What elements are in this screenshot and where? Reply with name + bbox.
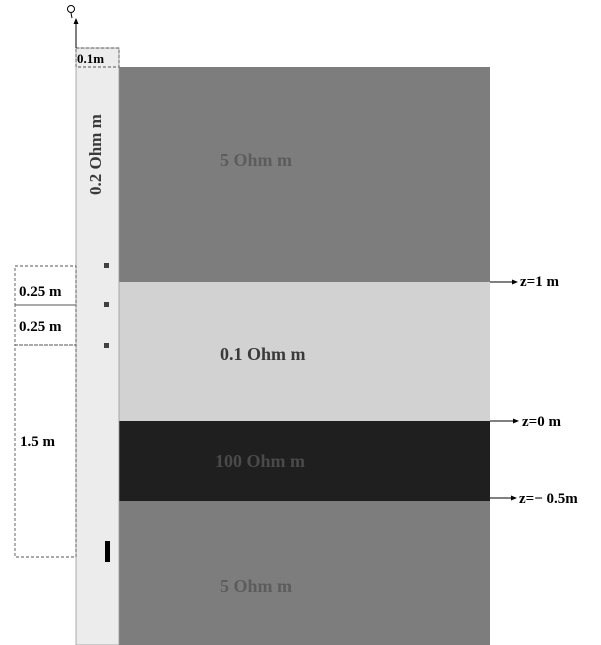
layer-top-5-ohm — [119, 67, 490, 282]
cable-hook-line — [70, 12, 73, 19]
layer-0-1-resistivity-label: 0.1 Ohm m — [220, 344, 306, 364]
cable-arrowhead — [73, 18, 79, 24]
boundary-label-2: z=0 m — [522, 414, 561, 430]
cable-hook-icon — [67, 5, 75, 13]
electrode-2 — [104, 302, 109, 307]
layer-100-ohm — [119, 421, 490, 501]
layer-bottom-resistivity-label: 5 Ohm m — [220, 576, 292, 596]
spacing-label-3: 1.5 m — [20, 434, 56, 450]
source-electrode — [105, 541, 110, 562]
borehole-width-box — [75, 47, 120, 68]
electrode-3 — [104, 343, 109, 348]
spacing-box-3 — [14, 344, 77, 558]
borehole-resistivity-label: 0.2 Ohm m — [86, 114, 105, 195]
spacing-label-1: 0.25 m — [19, 284, 62, 300]
boundary-arrow-2 — [513, 418, 519, 424]
boundary-label-3: z=− 0.5m — [519, 491, 578, 507]
layer-top-resistivity-label: 5 Ohm m — [220, 150, 292, 170]
boundary-arrow-3 — [511, 495, 517, 501]
borehole-width-label: 0.1m — [77, 51, 104, 66]
boundary-label-1: z=1 m — [520, 274, 559, 290]
spacing-label-2: 0.25 m — [19, 319, 62, 335]
layer-100-resistivity-label: 100 Ohm m — [215, 451, 305, 471]
boundary-arrow-1 — [512, 279, 518, 285]
layer-bottom-5-ohm — [119, 501, 490, 645]
electrode-1 — [104, 263, 109, 268]
layer-0-1-ohm — [119, 282, 490, 421]
borehole-column — [75, 47, 120, 645]
